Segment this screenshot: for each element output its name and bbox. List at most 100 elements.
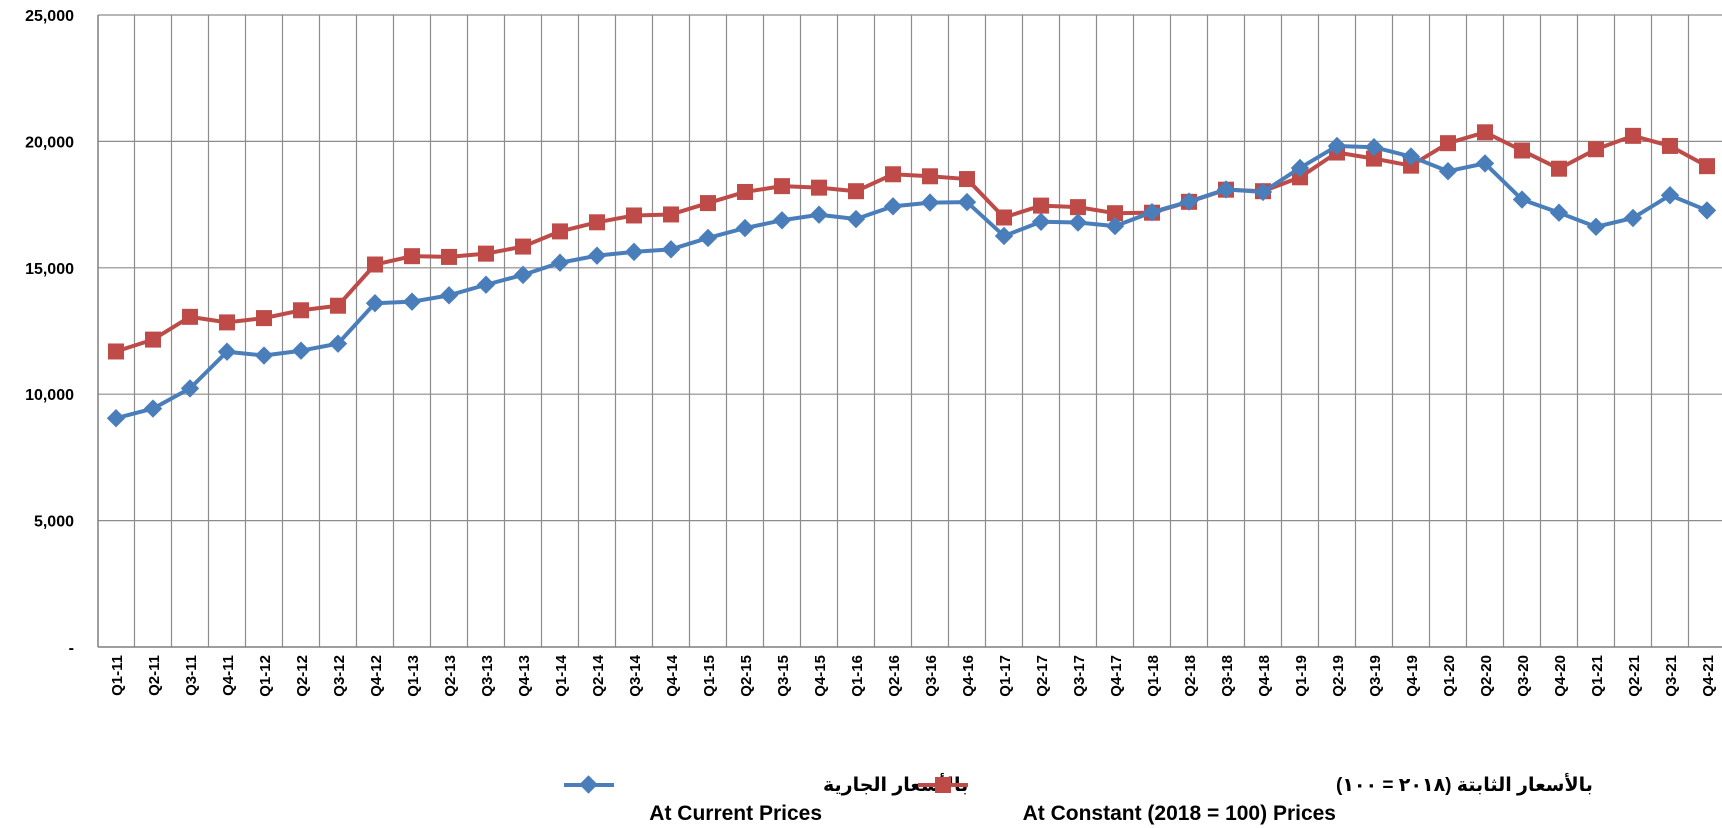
data-point-diamond <box>1105 216 1125 236</box>
x-tick-label: Q3-13 <box>479 655 496 697</box>
data-point-square <box>1588 141 1604 158</box>
y-tick-labels: - 5,000 10,000 15,000 20,000 25,000 <box>25 8 74 657</box>
data-point-square <box>1366 150 1382 167</box>
x-tick-label: Q1-17 <box>997 655 1014 697</box>
x-tick-label: Q4-15 <box>812 655 829 697</box>
x-tick-label: Q2-21 <box>1626 655 1643 697</box>
data-point-square <box>737 183 753 200</box>
data-point-square <box>182 308 198 325</box>
x-tick-label: Q2-13 <box>442 655 459 697</box>
data-point-square <box>404 248 420 265</box>
data-point-square <box>256 310 272 327</box>
x-tick-label: Q4-19 <box>1404 655 1421 697</box>
data-point-square <box>774 178 790 195</box>
data-point-diamond <box>846 209 866 229</box>
x-tick-label: Q2-18 <box>1182 655 1199 697</box>
data-point-square <box>1440 135 1456 152</box>
data-point-diamond <box>402 292 422 311</box>
legend-item-constant-prices: بالأسعار الثابتة (٢٠١٨ = ١٠٠) At Constan… <box>918 773 1593 825</box>
x-tick-label: Q4-20 <box>1552 655 1569 697</box>
data-point-diamond <box>1364 138 1384 157</box>
data-point-square <box>663 206 679 223</box>
x-tick-label: Q1-11 <box>109 655 126 696</box>
data-point-diamond <box>772 211 792 230</box>
data-point-diamond <box>624 242 644 262</box>
data-point-diamond <box>328 334 348 353</box>
data-point-diamond <box>994 226 1014 246</box>
x-tick-label: Q2-15 <box>738 655 755 697</box>
x-tick-label: Q2-11 <box>146 655 163 696</box>
x-tick-label: Q1-20 <box>1441 655 1458 697</box>
data-point-diamond <box>698 228 718 248</box>
data-point-square <box>1625 127 1641 144</box>
data-point-square <box>330 297 346 314</box>
x-tick-label: Q2-20 <box>1478 655 1495 697</box>
x-tick-label: Q2-14 <box>590 654 607 696</box>
data-point-diamond <box>957 192 977 212</box>
data-point-square <box>515 238 531 255</box>
data-point-square <box>367 256 383 273</box>
x-tick-label: Q3-21 <box>1663 655 1680 697</box>
x-tick-label: Q4-21 <box>1700 655 1717 697</box>
data-point-diamond <box>476 275 496 294</box>
data-point-square <box>1070 199 1086 216</box>
data-point-square <box>626 207 642 224</box>
data-point-square <box>293 302 309 319</box>
x-tick-label: Q1-18 <box>1145 655 1162 697</box>
x-tick-label: Q4-12 <box>368 655 385 697</box>
y-tick-label: 25,000 <box>25 8 74 25</box>
data-point-diamond <box>106 409 126 428</box>
series-layer <box>106 124 1717 428</box>
x-tick-label: Q2-17 <box>1034 655 1051 697</box>
data-point-diamond <box>1549 203 1569 222</box>
data-point-square <box>108 343 124 360</box>
data-point-diamond <box>1142 202 1162 222</box>
data-point-diamond <box>920 193 940 212</box>
x-tick-label: Q4-17 <box>1108 655 1125 697</box>
gridlines <box>98 14 1722 647</box>
x-tick-label: Q3-15 <box>775 655 792 697</box>
data-point-square <box>700 195 716 212</box>
x-tick-label: Q3-19 <box>1367 655 1384 697</box>
data-point-diamond <box>513 265 533 285</box>
series-current-prices <box>106 136 1717 428</box>
data-point-diamond <box>661 240 681 259</box>
data-point-diamond <box>1475 154 1495 173</box>
data-point-square <box>1477 124 1493 141</box>
data-point-diamond <box>1697 201 1717 220</box>
y-tick-label: 10,000 <box>25 387 74 404</box>
data-point-diamond <box>1290 158 1310 178</box>
data-point-diamond <box>439 286 459 305</box>
data-point-diamond <box>291 341 311 360</box>
x-tick-label: Q3-14 <box>627 654 644 696</box>
x-tick-label: Q1-14 <box>553 654 570 696</box>
data-point-square <box>1662 137 1678 154</box>
data-point-square <box>552 223 568 240</box>
data-point-diamond <box>550 253 570 272</box>
x-tick-label: Q4-16 <box>960 655 977 697</box>
data-point-diamond <box>1660 186 1680 205</box>
data-point-diamond <box>809 205 829 224</box>
data-point-square <box>589 214 605 231</box>
x-tick-label: Q3-18 <box>1219 655 1236 697</box>
data-point-square <box>922 168 938 185</box>
y-tick-label: - <box>69 640 74 657</box>
x-tick-label: Q4-11 <box>220 655 237 696</box>
x-tick-label: Q1-13 <box>405 655 422 697</box>
legend: بالأسعار الجارية At Current Prices بالأس… <box>564 773 1593 825</box>
y-tick-label: 20,000 <box>25 134 74 151</box>
x-tick-label: Q2-16 <box>886 655 903 697</box>
data-point-square <box>478 245 494 262</box>
y-tick-label: 15,000 <box>25 261 74 278</box>
data-point-diamond <box>1623 208 1643 228</box>
axes <box>97 15 1722 648</box>
data-point-diamond <box>217 342 237 361</box>
legend-constant-label-ar: بالأسعار الثابتة (٢٠١٨ = ١٠٠) <box>1336 773 1593 796</box>
x-tick-label: Q1-15 <box>701 655 718 697</box>
x-tick-label: Q3-11 <box>183 655 200 696</box>
data-point-diamond <box>1438 162 1458 181</box>
x-tick-label: Q3-20 <box>1515 655 1532 697</box>
data-point-square <box>1033 197 1049 214</box>
data-point-square <box>1107 205 1123 222</box>
